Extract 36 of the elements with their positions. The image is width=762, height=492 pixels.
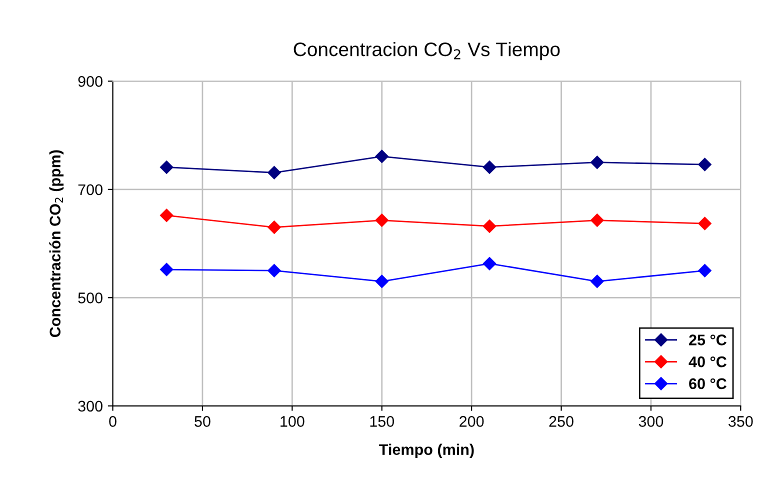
point <box>590 214 604 227</box>
x-tick-label: 200 <box>460 416 484 427</box>
legend-label: 60 °C <box>689 378 726 390</box>
point <box>160 262 174 276</box>
x-tick-label: 150 <box>370 416 394 427</box>
x-axis-title: Tiempo (min) <box>379 444 474 458</box>
point <box>160 208 174 222</box>
point <box>482 256 496 270</box>
y-tick-label: 900 <box>78 76 102 87</box>
point <box>482 160 496 174</box>
point <box>268 220 281 234</box>
x-tick-label: 350 <box>728 416 753 427</box>
point <box>160 160 174 174</box>
chart-title: Concentracion CO$_{2}$ Vs Tiempo <box>294 42 560 60</box>
x-tick-label: 0 <box>109 416 116 427</box>
x-tick-label: 100 <box>280 416 304 427</box>
point <box>268 264 281 278</box>
point <box>375 150 388 163</box>
point <box>698 216 712 230</box>
x-tick-label: 250 <box>549 416 574 427</box>
point <box>375 274 388 288</box>
point <box>268 166 281 180</box>
x-tick-label: 300 <box>638 416 664 427</box>
point <box>698 158 712 172</box>
point <box>375 214 388 227</box>
point <box>590 274 604 288</box>
legend-label: 25 °C <box>689 334 726 346</box>
point <box>482 220 496 233</box>
y-tick-label: 500 <box>78 292 102 304</box>
y-axis-title: Concentración CO$_{2}$ (ppm) <box>49 150 64 338</box>
legend-label: 40 °C <box>688 356 726 368</box>
x-tick-label: 50 <box>194 416 210 427</box>
point <box>698 264 712 278</box>
y-tick-label: 700 <box>78 184 102 196</box>
y-tick-label: 300 <box>78 400 102 412</box>
point <box>590 156 604 169</box>
